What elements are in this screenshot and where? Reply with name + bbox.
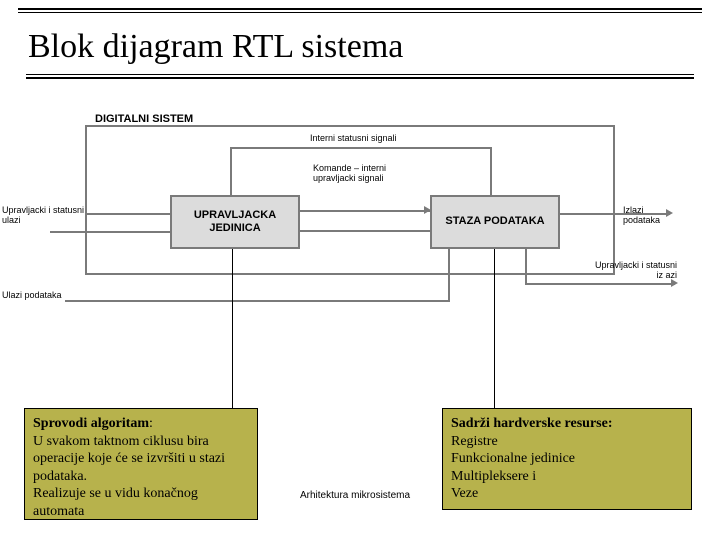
label-komande: Komande – interni upravljacki signali	[313, 163, 386, 184]
wire	[50, 231, 85, 233]
control-unit-box: UPRAVLJACKA JEDINICA	[170, 195, 300, 249]
wire	[300, 210, 430, 212]
note-right-line-2: Multipleksere i	[451, 469, 536, 484]
note-left-body: : U svakom taktnom ciklusu bira operacij…	[33, 416, 225, 519]
label-ctrl-status-in: Upravljacki i statusni ulazi	[2, 205, 92, 226]
arrow-icon	[666, 209, 673, 217]
footer-text: Arhitektura mikrosistema	[300, 490, 410, 501]
guide-line-right	[494, 249, 495, 409]
wire	[525, 249, 527, 285]
title-underline	[26, 74, 694, 79]
note-right: Sadrži hardverske resurse: Registre Funk…	[442, 408, 692, 510]
wire	[65, 300, 450, 302]
note-right-title: Sadrži hardverske resurse:	[451, 416, 613, 431]
wire	[85, 213, 170, 215]
wire	[560, 213, 670, 215]
top-rule	[18, 8, 702, 13]
note-left-title: Sprovodi algoritam	[33, 416, 149, 431]
wire	[230, 147, 492, 149]
wire	[85, 231, 170, 233]
outer-box-label: DIGITALNI SISTEM	[95, 113, 193, 125]
wire	[448, 249, 450, 300]
label-data-in: Ulazi podataka	[2, 290, 62, 300]
arrow-icon	[424, 206, 431, 214]
datapath-label: STAZA PODATAKA	[445, 215, 544, 228]
guide-line-left	[232, 249, 233, 409]
note-right-line-3: Veze	[451, 486, 478, 501]
label-data-out: Izlazi podataka	[623, 205, 670, 226]
note-left: Sprovodi algoritam: U svakom taktnom cik…	[24, 408, 258, 520]
block-diagram: DIGITALNI SISTEM UPRAVLJACKA JEDINICA ST…	[50, 105, 670, 330]
note-right-line-1: Funkcionalne jedinice	[451, 451, 575, 466]
label-ctrl-status-out: Upravljacki i statusni iz azi	[595, 260, 677, 281]
note-right-line-0: Registre	[451, 434, 498, 449]
wire	[300, 230, 430, 232]
wire	[525, 283, 675, 285]
wire	[490, 147, 492, 195]
label-interni: Interni statusni signali	[310, 133, 397, 143]
arrow-icon	[671, 279, 678, 287]
wire	[230, 147, 232, 195]
control-unit-label: UPRAVLJACKA JEDINICA	[176, 209, 294, 235]
datapath-box: STAZA PODATAKA	[430, 195, 560, 249]
page-title: Blok dijagram RTL sistema	[28, 28, 403, 66]
